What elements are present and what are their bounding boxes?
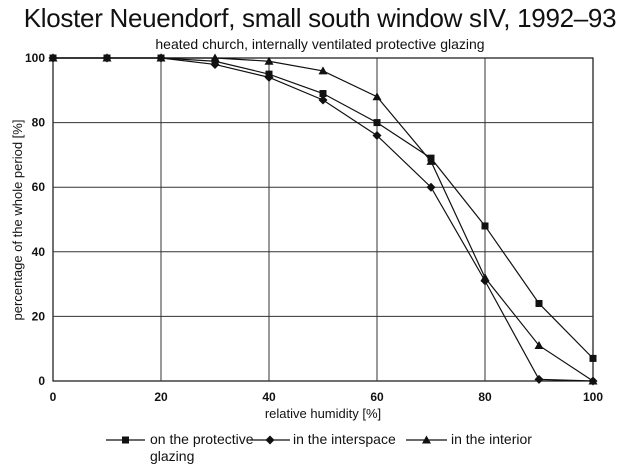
y-tick-label: 100 [25, 51, 45, 65]
chart-title: Kloster Neuendorf, small south window sI… [23, 3, 617, 33]
series-interior [48, 53, 598, 385]
legend-label-glazing-line1: on the protective [150, 431, 254, 447]
data-point-protective-glazing [373, 119, 381, 127]
data-point-interspace [210, 59, 220, 69]
data-point-interspace [534, 374, 544, 384]
legend-marker-interspace [265, 435, 275, 445]
x-tick-label: 100 [583, 390, 603, 404]
tick-labels: 0 20 40 60 80 100 0 20 40 60 80 100 [25, 51, 603, 404]
chart-subtitle: heated church, internally ventilated pro… [155, 36, 485, 52]
x-tick-label: 80 [478, 390, 492, 404]
data-point-protective-glazing [535, 299, 543, 307]
data-point-interspace [264, 72, 274, 82]
legend-marker-interior [422, 435, 431, 444]
data-point-interior [534, 340, 544, 349]
data-point-interior [480, 273, 490, 282]
data-point-interior [426, 156, 436, 165]
data-point-interior [372, 92, 382, 101]
data-point-interspace [372, 131, 382, 141]
x-axis-label: relative humidity [%] [265, 406, 381, 421]
y-tick-label: 40 [32, 245, 46, 259]
series-line-interspace [53, 57, 594, 382]
series-line-interior [53, 57, 594, 382]
grid [53, 58, 593, 381]
legend-label-interspace: in the interspace [293, 431, 396, 447]
legend-item-interspace: in the interspace [293, 431, 396, 448]
data-point-interspace [426, 182, 436, 192]
x-tick-label: 60 [370, 390, 384, 404]
legend-marker-protective-glazing [122, 436, 129, 444]
data-point-interspace [318, 95, 328, 105]
x-tick-label: 0 [50, 390, 57, 404]
plot-frame [52, 57, 594, 382]
data-point-protective-glazing [589, 354, 597, 362]
y-tick-label: 0 [38, 374, 45, 388]
data-point-interior [156, 53, 166, 62]
data-point-interior [210, 53, 220, 62]
data-point-interior [48, 53, 58, 62]
data-point-interior [588, 376, 598, 385]
y-tick-label: 80 [32, 116, 46, 130]
data-point-protective-glazing [481, 222, 489, 230]
data-point-protective-glazing [319, 90, 327, 98]
y-tick-label: 20 [32, 309, 46, 323]
data-point-interior [102, 53, 112, 62]
data-point-interior [318, 66, 328, 75]
legend-item-interior: in the interior [451, 431, 532, 448]
series-group [48, 53, 598, 386]
x-tick-label: 40 [262, 390, 276, 404]
data-point-interior [264, 56, 274, 65]
series-interspace [48, 53, 598, 386]
x-tick-label: 20 [154, 390, 168, 404]
y-tick-label: 60 [32, 180, 46, 194]
legend-markers [106, 435, 447, 445]
legend-label-interior: in the interior [451, 431, 532, 447]
legend-label-glazing-line2: glazing [150, 448, 195, 464]
legend-item-glazing: on the protective glazing [150, 431, 254, 465]
y-axis-label: percentage of the whole period [%] [10, 120, 25, 321]
